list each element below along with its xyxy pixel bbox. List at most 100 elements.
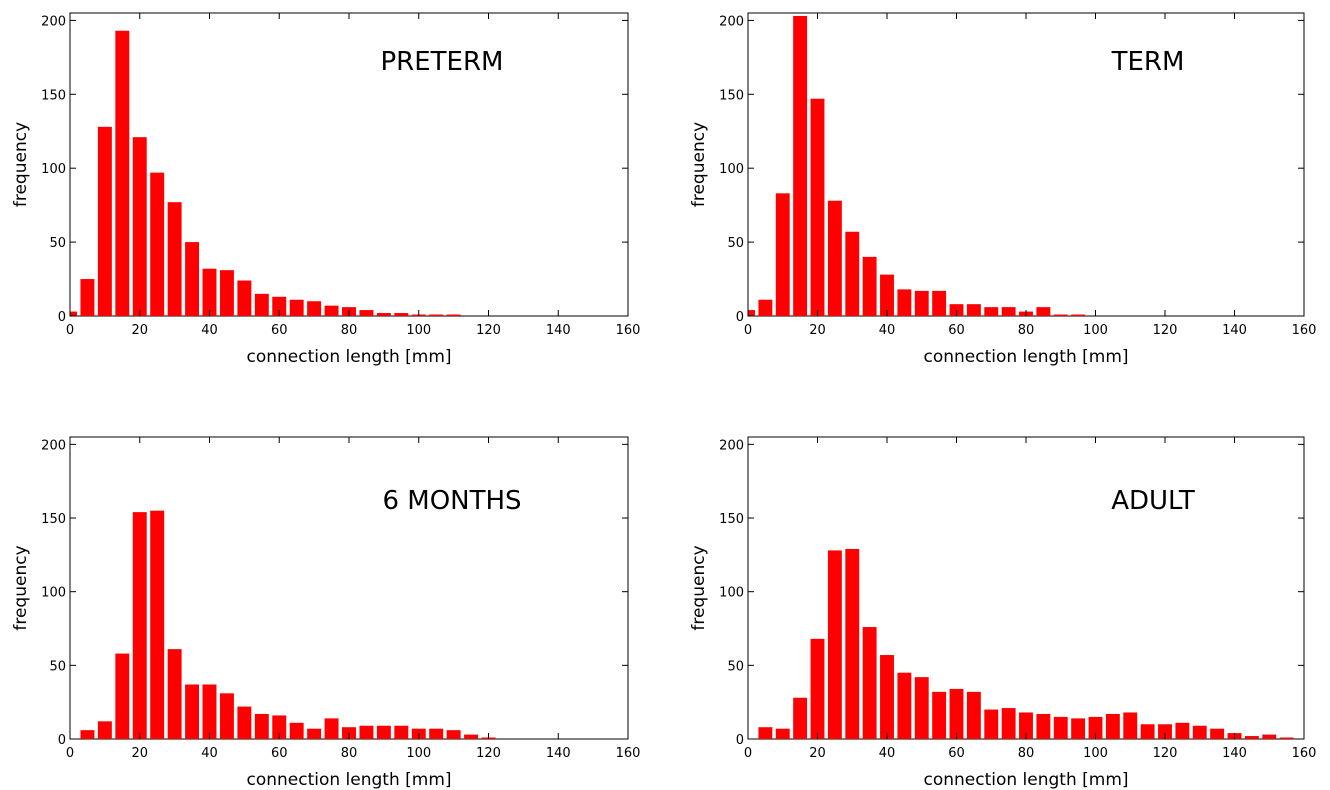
y-tick-label: 50 [727,236,744,251]
x-tick-label: 120 [476,323,501,338]
histogram-bar [237,706,252,739]
x-tick-label: 60 [271,323,288,338]
x-axis-label: connection length [mm] [923,770,1128,790]
histogram-bar [70,311,77,316]
histogram-bar [1140,724,1155,739]
histogram-bar [793,697,808,739]
x-tick-label: 160 [1292,323,1317,338]
histogram-bar [1088,716,1103,739]
y-tick-label: 200 [719,14,744,29]
x-tick-label: 120 [1153,323,1178,338]
x-tick-label: 100 [1083,746,1108,761]
y-tick-label: 50 [49,659,66,674]
histogram-bar [1175,722,1190,739]
histogram-bar [1036,307,1051,316]
histogram-bar [1053,314,1068,316]
histogram-bar [827,550,842,739]
histogram-bar [97,126,112,316]
histogram-bar [1210,728,1225,739]
x-tick-label: 140 [546,746,571,761]
histogram-bar [359,725,374,739]
histogram-bar [1001,708,1016,739]
histogram-bar [845,548,860,739]
histogram-bar [932,290,947,316]
histogram-bar [429,314,444,316]
histogram-bar [376,313,391,316]
histogram-bar [914,290,929,316]
histogram-bar [167,202,182,316]
histogram-bar [324,718,339,739]
panel-title: TERM [1111,47,1185,77]
histogram-bar [185,684,200,739]
y-tick-label: 50 [727,659,744,674]
histogram-bar [775,193,790,316]
histogram-bar [307,301,322,316]
histogram-bar [237,280,252,316]
histogram-bar [202,684,217,739]
y-tick-label: 0 [58,733,66,748]
x-tick-label: 100 [406,746,431,761]
x-tick-label: 0 [744,323,752,338]
histogram-bar [984,307,999,316]
histogram-bar [376,725,391,739]
x-tick-label: 0 [66,323,74,338]
x-tick-label: 20 [131,323,148,338]
histogram-bar [289,299,304,316]
y-tick-label: 100 [41,162,66,177]
x-tick-label: 80 [1018,323,1035,338]
y-tick-label: 100 [719,162,744,177]
y-tick-label: 100 [41,586,66,601]
histogram-bar [1019,712,1033,739]
histogram-bar [97,721,112,739]
y-tick-label: 150 [719,88,744,103]
x-tick-label: 40 [201,323,218,338]
histogram-bar [80,730,95,739]
histogram-bar [429,728,444,739]
histogram-bar [254,713,269,739]
histogram-bar [272,296,287,316]
x-tick-label: 100 [406,323,431,338]
histogram-bar [80,279,95,316]
histogram-bar [748,310,755,316]
chart-panel: 0 20 40 60 80 100 120 140 160 0 50 100 150 200 connect… [689,436,1316,790]
x-tick-label: 80 [1018,746,1035,761]
histogram-bar [984,709,999,739]
x-tick-label: 140 [1222,323,1247,338]
histogram-bar [132,512,147,739]
x-tick-label: 0 [744,746,752,761]
chart-panel: 0 20 40 60 80 100 120 140 160 0 50 100 150 200 connect… [689,12,1317,367]
histogram-bar [150,172,165,316]
histogram-bar [810,638,825,739]
y-tick-label: 0 [736,310,744,325]
histogram-bar [966,691,981,739]
histogram-bar [289,722,304,739]
histogram-bar [1279,737,1294,739]
chart-panel: 0 20 40 60 80 100 120 140 160 0 50 100 150 200 connect… [11,12,641,367]
x-tick-label: 80 [341,323,358,338]
histogram-bar [202,268,217,316]
x-tick-label: 160 [616,323,641,338]
histogram-bar [810,98,825,316]
chart-panel: 0 20 40 60 80 100 120 140 160 0 50 100 150 200 connect… [11,436,640,790]
histogram-bar [949,688,964,739]
y-tick-label: 150 [41,88,66,103]
x-axis-label: connection length [mm] [923,347,1128,367]
histogram-bar [862,256,877,316]
histogram-bar [793,15,808,317]
histogram-bar [132,137,147,316]
y-tick-label: 0 [58,310,66,325]
histogram-bar [185,242,200,316]
histogram-bar [1158,724,1172,739]
histogram-bar [324,305,339,316]
y-tick-label: 0 [736,733,744,748]
histogram-bar [914,677,929,739]
histogram-bar [115,653,130,739]
histogram-bar [1192,725,1207,739]
histogram-bar [932,691,947,739]
y-tick-label: 200 [41,14,66,29]
y-tick-label: 50 [49,236,66,251]
histogram-bar [394,725,409,739]
histogram-bar [862,627,877,739]
x-tick-label: 20 [131,746,148,761]
